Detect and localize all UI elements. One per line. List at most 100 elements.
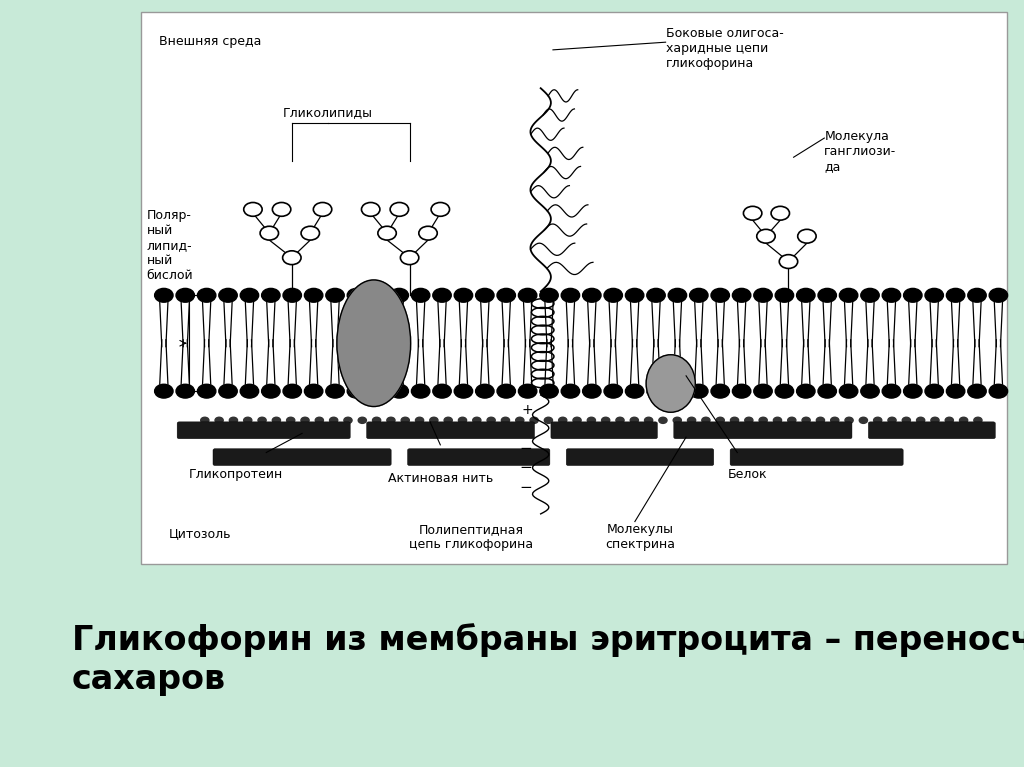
Circle shape bbox=[647, 288, 666, 302]
Circle shape bbox=[361, 202, 380, 216]
Circle shape bbox=[916, 417, 925, 423]
Circle shape bbox=[989, 384, 1008, 398]
Circle shape bbox=[401, 417, 410, 423]
Circle shape bbox=[258, 417, 266, 423]
Circle shape bbox=[347, 288, 366, 302]
Circle shape bbox=[241, 384, 259, 398]
Circle shape bbox=[412, 384, 430, 398]
Text: Актиновая нить: Актиновая нить bbox=[388, 472, 493, 485]
Circle shape bbox=[743, 206, 762, 220]
Circle shape bbox=[775, 384, 794, 398]
Circle shape bbox=[744, 417, 753, 423]
FancyBboxPatch shape bbox=[367, 422, 535, 439]
Text: Молекулы
спектрина: Молекулы спектрина bbox=[605, 523, 675, 551]
Circle shape bbox=[344, 417, 352, 423]
Circle shape bbox=[283, 288, 301, 302]
Circle shape bbox=[301, 226, 319, 240]
Circle shape bbox=[888, 417, 896, 423]
Circle shape bbox=[261, 384, 280, 398]
Circle shape bbox=[419, 226, 437, 240]
Text: Белок: Белок bbox=[728, 468, 767, 481]
Circle shape bbox=[561, 384, 580, 398]
Circle shape bbox=[730, 417, 738, 423]
Circle shape bbox=[669, 384, 687, 398]
Text: −: − bbox=[519, 479, 531, 495]
FancyBboxPatch shape bbox=[566, 449, 714, 466]
Circle shape bbox=[561, 288, 580, 302]
Circle shape bbox=[587, 417, 595, 423]
Circle shape bbox=[244, 417, 252, 423]
Circle shape bbox=[559, 417, 567, 423]
Circle shape bbox=[378, 226, 396, 240]
Circle shape bbox=[925, 288, 943, 302]
Circle shape bbox=[416, 417, 424, 423]
Circle shape bbox=[287, 417, 295, 423]
Circle shape bbox=[931, 417, 939, 423]
FancyBboxPatch shape bbox=[177, 422, 350, 439]
Text: Гликофорин из мембраны эритроцита – переносчик
сахаров: Гликофорин из мембраны эритроцита – пере… bbox=[72, 624, 1024, 696]
Circle shape bbox=[459, 417, 467, 423]
Circle shape bbox=[959, 417, 968, 423]
Circle shape bbox=[689, 384, 708, 398]
Circle shape bbox=[711, 288, 729, 302]
Circle shape bbox=[219, 288, 238, 302]
Circle shape bbox=[903, 288, 922, 302]
Circle shape bbox=[689, 288, 708, 302]
Circle shape bbox=[433, 384, 452, 398]
Circle shape bbox=[272, 202, 291, 216]
Circle shape bbox=[301, 417, 309, 423]
Circle shape bbox=[773, 417, 781, 423]
Text: Молекула
ганглиози-
да: Молекула ганглиози- да bbox=[824, 130, 897, 173]
Circle shape bbox=[658, 417, 667, 423]
Circle shape bbox=[779, 255, 798, 268]
Circle shape bbox=[487, 417, 496, 423]
Circle shape bbox=[701, 417, 710, 423]
Circle shape bbox=[615, 417, 624, 423]
Circle shape bbox=[241, 288, 259, 302]
Circle shape bbox=[861, 288, 880, 302]
Circle shape bbox=[759, 417, 767, 423]
Ellipse shape bbox=[646, 354, 695, 413]
Circle shape bbox=[818, 384, 837, 398]
Circle shape bbox=[601, 417, 609, 423]
Circle shape bbox=[540, 384, 558, 398]
Circle shape bbox=[797, 384, 815, 398]
Circle shape bbox=[711, 384, 729, 398]
Text: Внешняя среда: Внешняя среда bbox=[159, 35, 261, 48]
Circle shape bbox=[315, 417, 324, 423]
Text: Цитозоль: Цитозоль bbox=[169, 527, 231, 539]
Circle shape bbox=[903, 384, 922, 398]
Circle shape bbox=[545, 417, 553, 423]
Circle shape bbox=[358, 417, 367, 423]
Circle shape bbox=[644, 417, 652, 423]
Circle shape bbox=[840, 288, 858, 302]
Text: Боковые олигоса-
харидные цепи
гликофорина: Боковые олигоса- харидные цепи гликофори… bbox=[666, 27, 783, 70]
Circle shape bbox=[198, 384, 216, 398]
Circle shape bbox=[433, 288, 452, 302]
Circle shape bbox=[390, 384, 409, 398]
Circle shape bbox=[412, 288, 430, 302]
Circle shape bbox=[330, 417, 338, 423]
Circle shape bbox=[369, 384, 387, 398]
Circle shape bbox=[155, 288, 173, 302]
FancyBboxPatch shape bbox=[730, 449, 903, 466]
Circle shape bbox=[475, 384, 494, 398]
Circle shape bbox=[604, 384, 623, 398]
Circle shape bbox=[176, 384, 195, 398]
Circle shape bbox=[771, 206, 790, 220]
Text: −: − bbox=[519, 460, 531, 476]
Circle shape bbox=[260, 226, 279, 240]
Circle shape bbox=[304, 288, 323, 302]
FancyBboxPatch shape bbox=[868, 422, 995, 439]
Circle shape bbox=[387, 417, 395, 423]
Circle shape bbox=[669, 288, 687, 302]
Circle shape bbox=[626, 288, 644, 302]
Circle shape bbox=[373, 417, 381, 423]
Circle shape bbox=[818, 288, 837, 302]
Circle shape bbox=[400, 251, 419, 265]
Text: Поляр-
ный
липид-
ный
бислой: Поляр- ный липид- ный бислой bbox=[146, 209, 194, 282]
Text: +: + bbox=[521, 403, 534, 417]
Circle shape bbox=[830, 417, 839, 423]
Circle shape bbox=[787, 417, 796, 423]
FancyBboxPatch shape bbox=[213, 449, 391, 466]
